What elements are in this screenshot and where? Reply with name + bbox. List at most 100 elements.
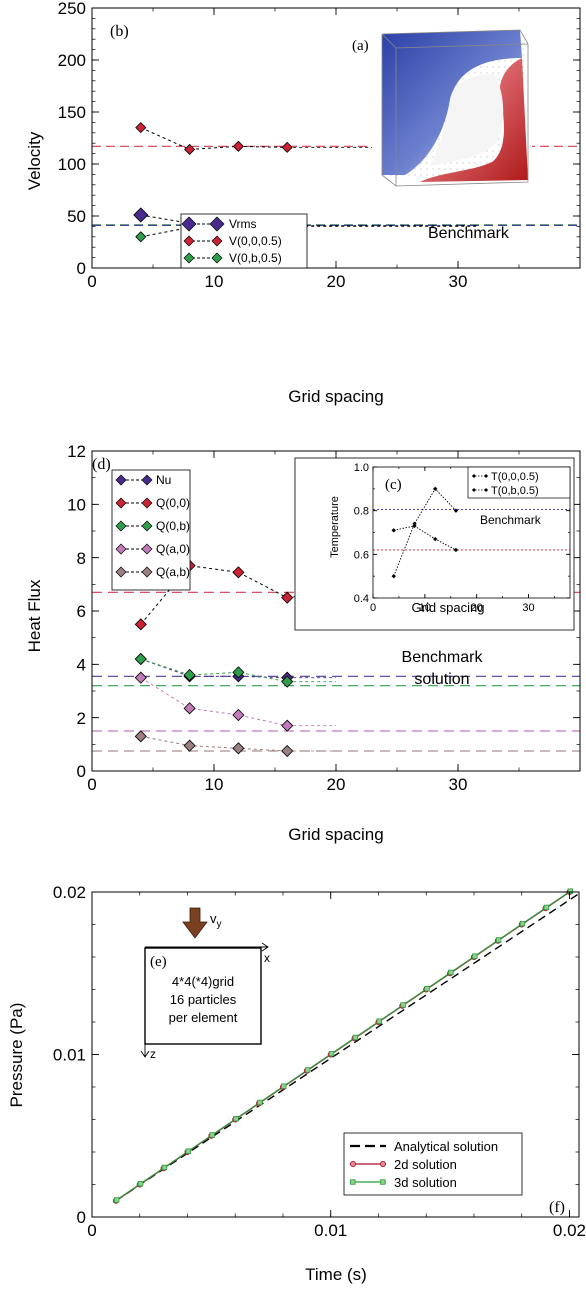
temperature-legend: T(0,0,0.5) T(0,b,0.5) [467,466,571,499]
legend-marker [115,520,127,532]
heatflux-series-line [140,658,288,679]
legend-marker [484,488,488,492]
y-tick-label: 0 [77,762,86,781]
temperature-data-point [391,573,396,579]
3d-solution-line [116,890,571,1201]
z-axis-arrow [140,948,150,1058]
legend-marker [380,1179,386,1185]
legend-label: V(0,b,0.5) [229,251,282,265]
y-tick-label: 2 [77,709,86,728]
grid-sketch-line-2: 16 particles [170,992,237,1007]
pressure-ticks: 0 0.01 0.02 0 0.01 0.02 [53,883,586,1240]
heatflux-data-point [183,668,196,682]
3d-solution-marker [400,1002,406,1008]
velocity-panel: 0 10 20 30 0 50 100 150 200 250 (b) [25,0,581,406]
z-axis-label: z [150,1047,156,1061]
legend-marker [115,474,127,486]
pressure-xlabel: Time (s) [305,1265,367,1284]
y-tick-label: 8 [77,549,86,568]
vy-label-sub: y [217,919,222,930]
legend-marker [141,474,153,486]
grid-sketch-box [144,947,262,1045]
panel-label-c: (c) [385,477,402,493]
legend-marker [472,488,476,492]
heatflux-data-point [232,708,245,722]
heatflux-legend-items: Nu Q(0,0) Q(0,b) Q(a,0) Q(a,b) [115,473,190,579]
heatflux-series-line [140,677,288,727]
heatflux-data-point [232,742,245,755]
y-tick-label: 150 [58,103,86,122]
legend-label: T(0,b,0.5) [491,485,539,497]
inset-e-label: (e) [150,954,167,970]
legend-marker [115,566,127,578]
heatflux-ylabel: Heat Flux [25,579,44,652]
legend-marker [141,543,153,555]
legend-label: T(0,0,0.5) [491,471,539,483]
inset-a-label: (a) [352,38,369,54]
legend-label: Q(a,b) [156,565,190,579]
temperature-data-point [433,486,438,492]
3d-solution-marker [281,1083,287,1089]
temperature-series-line [393,488,457,577]
heatflux-data-point [232,666,245,679]
3d-solution-marker [448,969,454,976]
temperature-data-point [453,508,459,513]
x-tick-label: 10 [419,602,431,614]
inset-a-blue-surface [382,30,522,175]
heatflux-data-point [183,739,196,752]
grid-sketch-inset: x z vy (e) 4*4(*4)grid 16 particles per … [140,907,270,1061]
legend-label: Q(a,0) [156,542,190,556]
velocity-data-point [232,140,244,152]
temperature-inset: 0 10 20 30 0.4 0.6 0.8 1.0 (c) T(0,0,0.5) T(0,b,… [294,457,575,631]
heatflux-data-point [134,652,147,666]
heatflux-series-line [140,658,288,683]
3d-solution-marker [137,1181,144,1187]
3d-solution-marker [304,1067,311,1073]
heatflux-data-point [281,744,294,758]
grid-sketch-line-3: per element [169,1010,238,1025]
3d-solution-marker [257,1099,263,1106]
inset-a-white-core [430,74,504,166]
legend-marker [141,566,153,578]
legend-marker [472,474,476,478]
heatflux-data-point [134,730,147,743]
heatflux-series-line [140,735,288,752]
temperature-ylabel: Temperature [329,496,341,558]
legend-label: Q(0,b) [156,519,190,533]
3d-solution-marker [233,1116,239,1122]
vy-label: vy [210,911,222,930]
velocity-data-point [135,122,147,134]
panel-label-b: (b) [110,23,129,40]
x-tick-label: 10 [205,775,224,794]
y-tick-label: 6 [77,602,86,621]
panel-label-f: (f) [549,1199,565,1216]
3d-solution-marker [519,921,526,927]
heatflux-series-line [140,565,288,625]
velocity-data-point [281,141,293,153]
3d-solution-marker [352,1034,359,1041]
legend-marker [181,216,197,232]
heatflux-legend: Nu Q(0,0) Q(0,b) Q(a,0) Q(a,b) [111,469,191,591]
y-tick-label: 12 [67,442,86,461]
temperature-series-line [393,525,457,551]
x-tick-label: 30 [449,272,468,291]
velocity-xlabel: Grid spacing [288,387,383,406]
y-tick-label: 1.0 [354,462,369,474]
x-tick-label: 20 [327,272,346,291]
legend-marker [183,252,195,264]
velocity-data-point [135,231,147,243]
legend-label: Vrms [229,217,257,231]
x-tick-label: 10 [205,272,224,291]
velocity-series-line [140,127,288,150]
x-axis-label: x [264,951,270,965]
pressure-panel: 0 0.01 0.02 0 0.01 0.02 x z vy (e) 4*4(*4)gri… [7,883,586,1284]
3d-solution-marker [209,1132,215,1138]
heatflux-annotation-line2: solution [414,671,469,688]
x-tick-label: 0.01 [314,1221,347,1240]
inset-a-box-edges [381,29,529,187]
velocity-ticks: 0 10 20 30 0 50 100 150 200 250 [58,0,581,291]
x-tick-label: 0.02 [553,1221,586,1240]
velocity-benchmark-annotation: Benchmark [428,225,510,242]
x-tick-label: 0 [87,272,96,291]
